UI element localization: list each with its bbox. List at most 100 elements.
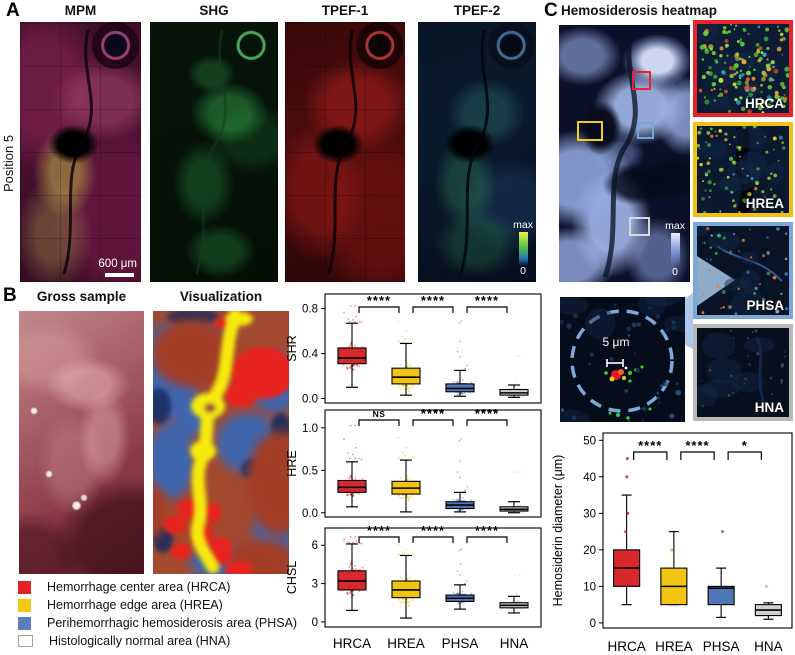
hrea-micrograph [697,126,789,213]
legend-label: Hemorrhage edge area (HREA) [47,598,223,612]
hemosiderin-zoom-inset: 5 μm [560,297,685,422]
legend-row-hrea: Hemorrhage edge area (HREA) [18,598,223,612]
panel-b-label: B [3,285,17,306]
legend-row-hna: Histologically normal area (HNA) [18,634,230,648]
visualization-overlay [153,311,289,574]
vessel-curve [459,29,490,275]
legend-label: Hemorrhage center area (HRCA) [47,580,231,594]
legend-row-phsa: Perihemorrhagic hemosiderosis area (PHSA… [18,616,297,630]
row-label-position-5: Position 5 [1,134,16,192]
svg-text:****: **** [475,293,499,308]
visualization-image [153,311,289,574]
legend-swatch-hrca [18,580,31,594]
inset-hrea: HREA [693,122,793,217]
hemosiderin-deposit-image [560,297,685,422]
svg-text:HREA: HREA [387,636,425,651]
legend-swatch-hrea [18,598,31,612]
vessel-curve [62,29,93,275]
svg-text:****: **** [421,524,445,538]
heatmap-colorbar: max 0 [665,221,685,277]
svg-text:****: **** [685,438,709,453]
svg-text:50: 50 [583,435,596,447]
shr-boxplot: 0.0 0.4 0.8 SHR **** **** **** [286,293,542,406]
svg-text:0.0: 0.0 [302,394,318,406]
hemosiderosis-heatmap-image: max 0 [559,25,690,282]
heatmap-marker-hna [629,217,650,236]
inset-phsa: PHSA [693,222,793,319]
panel-c-title: Hemosiderosis heatmap [561,3,718,18]
column-header-shg: SHG [199,3,229,18]
svg-text:0: 0 [312,617,318,629]
svg-text:SHR: SHR [286,335,299,361]
svg-text:HREA: HREA [655,639,693,654]
svg-text:****: **** [421,293,445,308]
svg-text:30: 30 [583,508,596,520]
inset-scale-label: 5 μm [602,335,630,349]
tpef2-image: max 0 [418,22,536,282]
svg-text:****: **** [367,293,391,308]
gross-sample-image [19,311,144,574]
svg-text:HRE: HRE [286,450,299,476]
svg-text:****: **** [475,406,499,421]
svg-text:Hemosiderin diameter (μm): Hemosiderin diameter (μm) [551,455,565,607]
svg-text:20: 20 [583,545,596,557]
scale-bar-label: 600 μm [98,258,137,270]
svg-text:NS: NS [373,409,386,419]
heatmap-marker-hrea [577,121,603,141]
inset-label: PHSA [746,297,784,313]
svg-text:40: 40 [583,472,596,484]
svg-text:HRCA: HRCA [607,639,645,654]
colorbar-gradient [670,232,680,266]
colorbar-zero-label: 0 [672,265,678,278]
svg-text:HNA: HNA [754,639,783,654]
colorbar-zero-label: 0 [520,264,526,277]
svg-text:1.0: 1.0 [302,423,318,435]
vessel-curve [327,29,358,275]
hrca-micrograph [697,24,789,113]
svg-text:CHSL: CHSL [286,561,299,594]
column-header-mpm: MPM [64,3,97,18]
svg-text:0.5: 0.5 [302,465,318,477]
column-header-tpef2: TPEF-2 [453,3,501,18]
svg-text:****: **** [638,438,662,453]
svg-text:****: **** [367,524,391,538]
heatmap-marker-phsa [637,122,654,139]
svg-text:HNA: HNA [500,636,529,651]
svg-text:****: **** [421,406,445,421]
colorbar-max-label: max [513,219,533,231]
chsl-boxplot: 0 3 6 CHSL HRCA HREA PHSA HNA **** **** **** [286,524,542,651]
svg-text:PHSA: PHSA [703,639,740,654]
vessel-curve [602,32,638,278]
legend-swatch-phsa [18,616,31,630]
legend-row-hrca: Hemorrhage center area (HRCA) [18,580,230,594]
inset-label: HNA [754,399,784,415]
svg-text:3: 3 [312,579,318,591]
panel-a-label: A [6,0,20,21]
hna-micrograph [697,328,789,417]
phsa-micrograph [697,226,789,315]
tpef1-image [285,22,405,282]
legend-label: Perihemorrhagic hemosiderosis area (PHSA… [47,616,298,630]
gross-sample-title: Gross sample [36,289,127,304]
tpef2-colorbar: max 0 [513,220,533,276]
heatmap-marker-hrca [632,71,651,90]
svg-text:0.0: 0.0 [302,508,318,520]
hre-boxplot: 0.0 0.5 1.0 HRE NS **** **** [286,406,542,520]
hemosiderin-diameter-boxplot: 0 10 20 30 40 50 Hemosiderin diameter (μm) HRCA… [551,432,793,654]
svg-text:0: 0 [590,618,596,630]
colorbar-gradient [518,231,528,265]
shg-image [150,22,278,282]
legend-label: Histologically normal area (HNA) [49,634,231,648]
inset-hna: HNA [693,324,793,421]
visualization-title: Visualization [179,289,263,304]
inset-label: HRCA [745,95,784,111]
svg-text:0.4: 0.4 [302,349,319,361]
svg-text:PHSA: PHSA [442,636,479,651]
mpm-image: 600 μm [20,22,141,282]
svg-text:6: 6 [312,540,318,552]
svg-text:****: **** [475,524,499,538]
inset-label: HREA [745,195,784,211]
svg-text:*: * [742,438,748,453]
dashed-circle [570,309,674,413]
